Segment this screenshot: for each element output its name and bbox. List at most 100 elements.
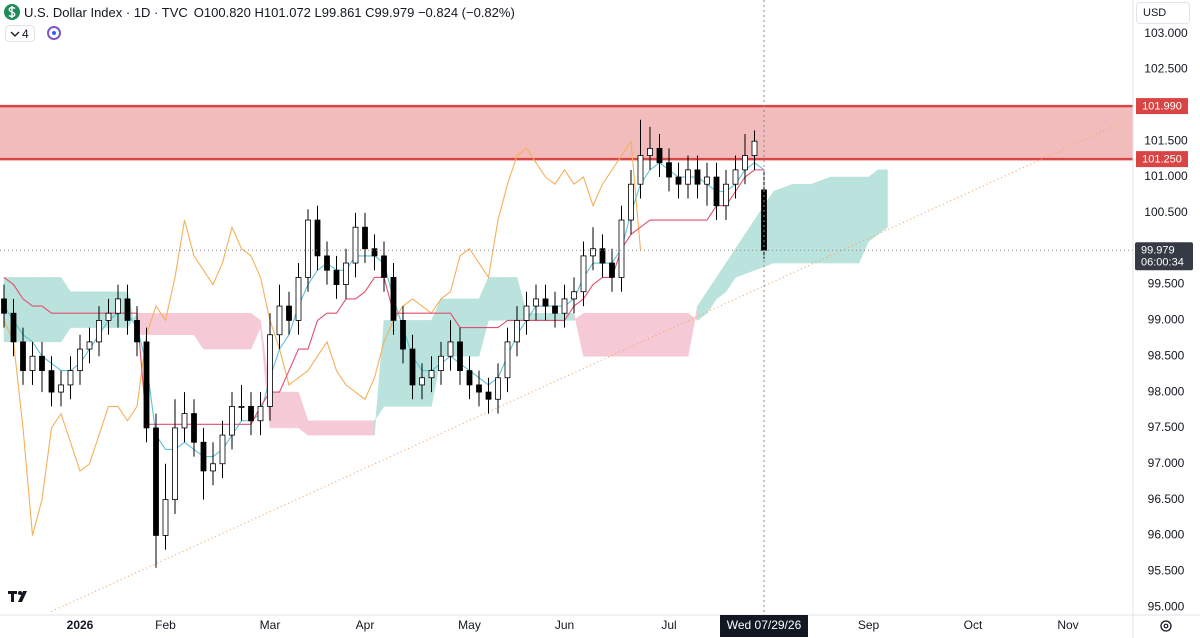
cloud-segment bbox=[630, 312, 641, 357]
candle-body bbox=[324, 255, 330, 271]
symbol-title: U.S. Dollar Index · 1D · TVC bbox=[24, 5, 188, 20]
last-price-box bbox=[1135, 242, 1193, 271]
candle-body bbox=[371, 248, 378, 257]
candle-body bbox=[333, 269, 340, 285]
cloud-segment bbox=[877, 169, 888, 235]
candle-body bbox=[257, 406, 264, 422]
cloud-segment bbox=[497, 277, 508, 321]
cloud-segment bbox=[79, 291, 90, 328]
candle-body bbox=[143, 341, 150, 429]
candle-body bbox=[675, 176, 682, 185]
cloud-segment bbox=[640, 312, 651, 357]
candle-body bbox=[295, 276, 302, 321]
candle-body bbox=[48, 370, 55, 393]
cloud-segment bbox=[564, 312, 575, 321]
candle-body bbox=[20, 341, 26, 371]
candle-body bbox=[618, 219, 625, 278]
trendline bbox=[51, 120, 1126, 612]
candle-body bbox=[400, 320, 406, 350]
cloud-segment bbox=[345, 420, 356, 436]
candle-body bbox=[286, 305, 292, 321]
candle-body bbox=[571, 291, 577, 300]
cloud-segment bbox=[602, 312, 613, 357]
cloud-segment bbox=[364, 420, 375, 436]
cloud-segment bbox=[155, 312, 166, 335]
cloud-segment bbox=[279, 391, 290, 429]
y-tick-label: 99.500 bbox=[1148, 277, 1185, 291]
candle-body bbox=[276, 305, 283, 336]
cloud-segment bbox=[355, 420, 366, 436]
candle-body bbox=[732, 169, 739, 185]
candle-body bbox=[704, 176, 710, 185]
cloud-segment bbox=[801, 183, 812, 264]
cloud-segment bbox=[51, 277, 62, 343]
y-tick-label: 97.000 bbox=[1148, 456, 1185, 470]
candle-body bbox=[238, 406, 245, 408]
cloud-segment bbox=[507, 277, 518, 321]
cloud-segment bbox=[697, 290, 708, 321]
candle-body bbox=[523, 305, 530, 321]
ohlc-value: 99.979 bbox=[374, 5, 415, 20]
settings-icon[interactable] bbox=[1160, 620, 1172, 632]
y-tick-label: 101.000 bbox=[1144, 169, 1188, 183]
y-tick-label: 95.000 bbox=[1148, 599, 1185, 613]
x-tick-label: Sep bbox=[858, 618, 880, 632]
candle-body bbox=[447, 341, 454, 357]
cloud-segment bbox=[374, 320, 385, 436]
candle-body bbox=[200, 441, 207, 472]
candle-body bbox=[599, 248, 606, 264]
cloud-segment bbox=[431, 298, 442, 407]
candle-body bbox=[713, 176, 720, 207]
candle-body bbox=[466, 370, 473, 386]
cloud-segment bbox=[649, 312, 660, 357]
cloud-segment bbox=[735, 233, 746, 278]
cloud-segment bbox=[792, 183, 803, 264]
indicator-toggle[interactable]: 4 bbox=[5, 25, 35, 42]
candle-body bbox=[58, 384, 64, 393]
cloud-segment bbox=[687, 306, 698, 357]
indicator-line bbox=[3, 139, 642, 536]
candle-body bbox=[580, 255, 587, 293]
cloud-segment bbox=[203, 312, 214, 350]
x-tick-label: Apr bbox=[356, 618, 375, 632]
candle-body bbox=[191, 413, 197, 443]
y-tick-label: 98.000 bbox=[1148, 384, 1185, 398]
cloud-segment bbox=[488, 277, 499, 321]
symbol-logo bbox=[4, 4, 20, 20]
price-label: 101.250 bbox=[1142, 154, 1182, 166]
cloud-segment bbox=[573, 312, 584, 357]
cloud-segment bbox=[849, 176, 860, 264]
y-tick-label: 95.500 bbox=[1148, 563, 1185, 577]
cloud-segment bbox=[22, 277, 33, 343]
price-label: 101.990 bbox=[1142, 100, 1182, 112]
candle-body bbox=[609, 262, 615, 278]
indicator-icon[interactable] bbox=[47, 26, 61, 40]
cloud-segment bbox=[820, 176, 831, 264]
ohlc-value: 101.072 bbox=[263, 5, 311, 20]
cloud-segment bbox=[288, 391, 299, 429]
x-tick-label: May bbox=[458, 618, 481, 632]
crosshair-label: Wed 07/29/26 bbox=[727, 618, 802, 632]
y-tick-label: 99.000 bbox=[1148, 313, 1185, 327]
candle-body bbox=[428, 370, 435, 379]
y-tick-label: 97.500 bbox=[1148, 420, 1185, 434]
ohlc-value: 100.820 bbox=[203, 5, 251, 20]
symbol-header: U.S. Dollar Index · 1D · TVC O100.820 H10… bbox=[24, 5, 515, 20]
candle-body bbox=[685, 169, 691, 185]
candle-body bbox=[181, 413, 188, 429]
cloud-segment bbox=[193, 312, 204, 350]
candle-body bbox=[96, 320, 102, 343]
cloud-segment bbox=[592, 312, 603, 357]
candle-body bbox=[666, 162, 672, 178]
cloud-segment bbox=[60, 276, 71, 343]
candle-body bbox=[162, 499, 169, 536]
candle-body bbox=[172, 427, 178, 500]
candle-body bbox=[751, 140, 758, 156]
currency-select[interactable]: USD bbox=[1136, 2, 1190, 24]
cloud-segment bbox=[611, 312, 622, 357]
cloud-segment bbox=[250, 312, 261, 350]
candle-body bbox=[305, 219, 311, 278]
candle-body bbox=[647, 147, 653, 156]
candle-body bbox=[362, 226, 368, 250]
